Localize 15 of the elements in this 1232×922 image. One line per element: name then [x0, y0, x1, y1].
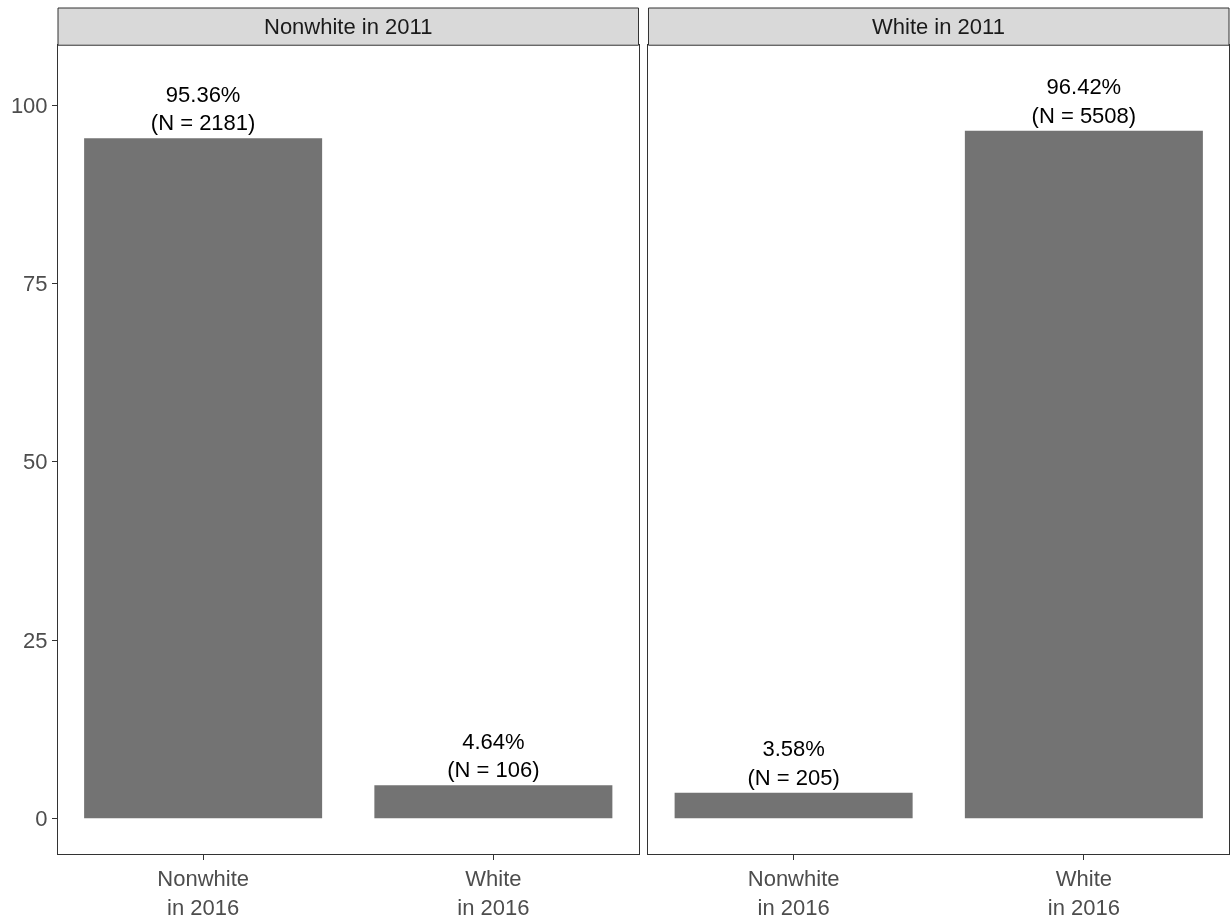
x-tick-label: White in 2016	[1047, 866, 1120, 920]
chart-title: White in 2011	[872, 14, 1005, 39]
y-tick-label: 50	[23, 449, 48, 475]
data-label: 3.58% (N = 205)	[747, 736, 840, 790]
chart-title: Nonwhite in 2011	[264, 14, 433, 39]
data-label: 95.36% (N = 2181)	[150, 81, 256, 136]
y-tick-label: 0	[35, 806, 48, 832]
data-label: 4.64% (N = 106)	[447, 728, 540, 783]
x-tick-label: White in 2016	[457, 866, 530, 920]
data-label: 96.42% (N = 5508)	[1031, 74, 1137, 128]
y-tick-label: 100	[10, 92, 48, 118]
y-tick-label: 75	[23, 271, 48, 297]
y-tick-label: 25	[23, 627, 48, 653]
x-tick-label: Nonwhite in 2016	[747, 866, 840, 920]
x-tick-label: Nonwhite in 2016	[157, 866, 249, 920]
